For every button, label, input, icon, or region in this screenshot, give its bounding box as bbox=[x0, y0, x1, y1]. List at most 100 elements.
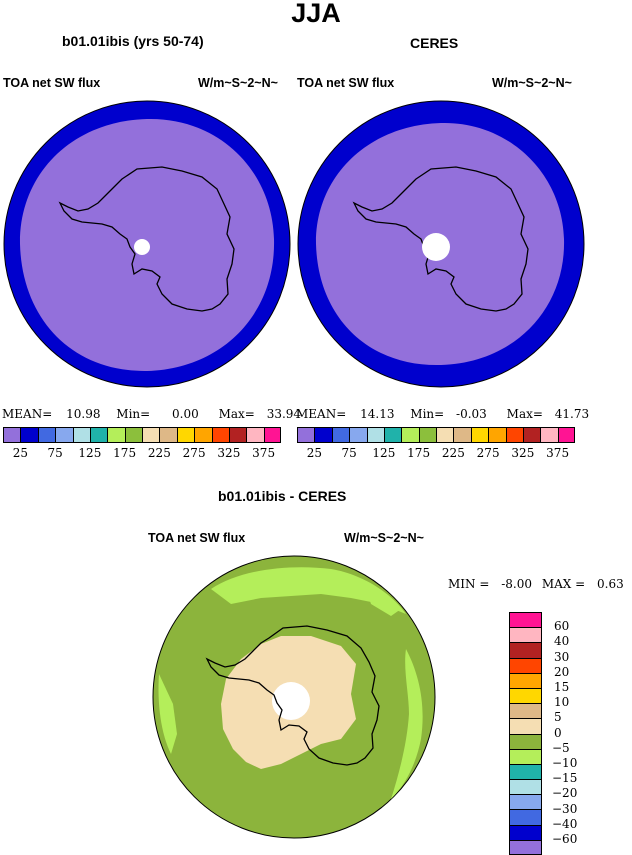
colorbar-swatch bbox=[89, 427, 108, 443]
colorbar-swatch bbox=[401, 427, 419, 443]
colorbar-swatch bbox=[142, 427, 160, 443]
colorbar-swatch bbox=[509, 748, 542, 764]
mean-label: MEAN= bbox=[296, 407, 347, 421]
colorbar-swatch bbox=[509, 839, 542, 855]
colorbar-swatch bbox=[314, 427, 332, 443]
panel-2-variable: TOA net SW flux bbox=[297, 76, 395, 90]
colorbar-swatch bbox=[55, 427, 73, 443]
colorbar-swatch bbox=[20, 427, 38, 443]
antarctica-outline bbox=[352, 166, 529, 312]
colorbar-swatch bbox=[509, 733, 542, 749]
colorbar-swatch bbox=[246, 427, 264, 443]
max-label: MAX = bbox=[541, 577, 586, 591]
diff-stats: MIN = -8.00 MAX = 0.63 bbox=[448, 577, 624, 591]
panel-2-title: CERES bbox=[410, 35, 459, 51]
colorbar-label: 325 bbox=[511, 446, 535, 460]
diff-title: b01.01ibis - CERES bbox=[218, 488, 347, 504]
colorbar-swatch bbox=[470, 427, 489, 443]
colorbar-swatch bbox=[228, 427, 247, 443]
colorbar-label: 375 bbox=[252, 446, 276, 460]
map-model bbox=[3, 100, 291, 388]
colorbar-label: −5 bbox=[552, 740, 570, 755]
mean-value: 10.98 bbox=[66, 407, 101, 421]
colorbar-swatch bbox=[72, 427, 90, 443]
colorbar-swatch bbox=[263, 427, 281, 443]
colorbar-swatch bbox=[37, 427, 56, 443]
colorbar-label: 20 bbox=[554, 664, 570, 679]
colorbar-label: 0 bbox=[554, 725, 562, 740]
colorbar-label: 275 bbox=[476, 446, 500, 460]
colorbar-swatch bbox=[124, 427, 142, 443]
max-value: 41.73 bbox=[554, 407, 590, 421]
panel-2-units: W/m~S~2~N~ bbox=[492, 76, 572, 90]
min-value: -8.00 bbox=[501, 577, 533, 591]
colorbar-swatch bbox=[540, 427, 558, 443]
colorbar-label: 5 bbox=[554, 710, 562, 725]
min-label: MIN = bbox=[448, 577, 490, 591]
min-label: Min= bbox=[116, 407, 151, 421]
min-label: Min= bbox=[410, 407, 445, 421]
max-value: 0.63 bbox=[597, 577, 624, 591]
colorbar-swatch bbox=[159, 427, 177, 443]
colorbar-label: 15 bbox=[554, 680, 570, 694]
diff-variable: TOA net SW flux bbox=[148, 531, 246, 545]
colorbar-swatch bbox=[509, 642, 542, 658]
colorbar-swatch bbox=[3, 427, 21, 443]
antarctica-outline bbox=[205, 625, 380, 766]
colorbar-swatch bbox=[488, 427, 506, 443]
colorbar-swatch bbox=[522, 427, 541, 443]
page-title: JJA bbox=[291, 0, 341, 28]
colorbar-swatch bbox=[509, 718, 542, 734]
colorbar-label: 125 bbox=[372, 446, 396, 460]
colorbar-label: 75 bbox=[47, 446, 63, 460]
colorbar-swatch bbox=[194, 427, 212, 443]
colorbar-swatch bbox=[418, 427, 436, 443]
colorbar-swatch bbox=[509, 794, 542, 810]
colorbar-model bbox=[3, 427, 281, 443]
colorbar-swatch bbox=[453, 427, 471, 443]
colorbar-swatch bbox=[509, 627, 542, 643]
panel-2-stats: MEAN= 14.13 Min= -0.03 Max= 41.73 bbox=[296, 407, 589, 421]
mean-label: MEAN= bbox=[2, 407, 53, 421]
max-value: 33.94 bbox=[266, 407, 302, 421]
map-difference bbox=[152, 555, 436, 839]
colorbar-label: −15 bbox=[552, 771, 578, 786]
max-label: Max= bbox=[218, 407, 255, 421]
panel-1-variable: TOA net SW flux bbox=[3, 76, 101, 90]
map-ceres bbox=[297, 100, 585, 388]
colorbar-swatch bbox=[509, 657, 542, 673]
colorbar-swatch bbox=[211, 427, 229, 443]
colorbar-swatch bbox=[107, 427, 125, 443]
colorbar-ceres-labels: 25 75 125 175 225 275 325 375 bbox=[297, 446, 575, 462]
colorbar-label: 25 bbox=[306, 446, 323, 460]
colorbar-swatch bbox=[297, 427, 315, 443]
colorbar-swatch bbox=[436, 427, 454, 443]
colorbar-swatch bbox=[509, 763, 542, 780]
colorbar-swatch bbox=[509, 672, 542, 688]
colorbar-label: −30 bbox=[552, 801, 578, 816]
colorbar-swatch bbox=[557, 427, 575, 443]
colorbar-label: 40 bbox=[554, 634, 570, 649]
colorbar-swatch bbox=[366, 427, 384, 443]
colorbar-swatch bbox=[176, 427, 195, 443]
colorbar-swatch bbox=[509, 612, 542, 628]
colorbar-swatch bbox=[349, 427, 367, 443]
colorbar-swatch bbox=[383, 427, 402, 443]
colorbar-label: 375 bbox=[546, 446, 570, 460]
antarctica-outline bbox=[58, 166, 235, 312]
panel-1-units: W/m~S~2~N~ bbox=[198, 76, 278, 90]
colorbar-label: 225 bbox=[441, 446, 465, 460]
colorbar-swatch bbox=[505, 427, 523, 443]
colorbar-label: 25 bbox=[12, 446, 29, 460]
colorbar-label: 175 bbox=[407, 446, 431, 460]
colorbar-label: −10 bbox=[552, 756, 578, 770]
colorbar-label: 30 bbox=[554, 649, 570, 664]
panel-1-stats: MEAN= 10.98 Min= 0.00 Max= 33.94 bbox=[2, 407, 301, 421]
mean-value: 14.13 bbox=[360, 407, 395, 421]
diff-units: W/m~S~2~N~ bbox=[344, 531, 424, 545]
colorbar-swatch bbox=[509, 703, 542, 719]
colorbar-label: −40 bbox=[552, 816, 578, 831]
colorbar-model-labels: 25 75 125 175 225 275 325 375 bbox=[3, 446, 281, 462]
colorbar-label: 60 bbox=[554, 619, 570, 634]
colorbar-label: 325 bbox=[217, 446, 241, 460]
